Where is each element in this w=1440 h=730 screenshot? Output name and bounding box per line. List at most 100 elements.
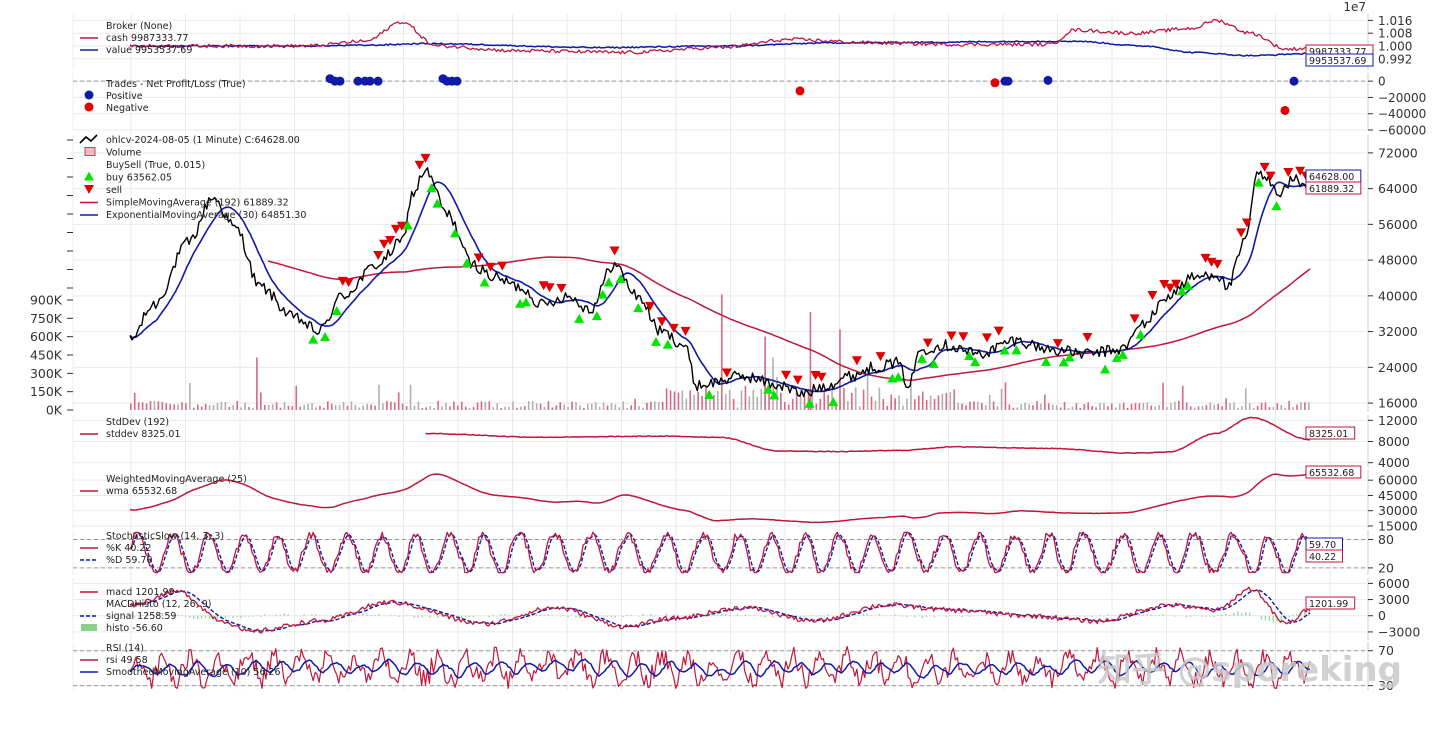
buy-marker <box>574 313 585 323</box>
positive-trade-marker <box>1043 75 1053 85</box>
buy-marker <box>1176 286 1187 296</box>
sell-marker <box>958 332 969 342</box>
volume-bar <box>809 312 812 410</box>
volume-bar <box>1260 402 1263 410</box>
volume-bar <box>650 401 652 410</box>
histo-bar <box>921 615 924 618</box>
volume-bar <box>921 391 924 410</box>
histo-bar <box>858 615 861 616</box>
histo-bar <box>208 615 211 619</box>
volume-bar <box>1181 385 1184 410</box>
stoch-value-box-text: 59.70 <box>1309 540 1336 551</box>
volume-bar <box>1166 406 1168 410</box>
histo-bar <box>1296 614 1298 616</box>
legend-swatch-negative <box>84 102 94 112</box>
volume-bar <box>141 402 144 410</box>
volume-bar <box>1138 403 1141 410</box>
histo-bar <box>914 615 916 618</box>
volume-bar <box>961 403 963 410</box>
volume-bar <box>256 357 258 410</box>
histo-bar <box>870 615 873 616</box>
sell-marker <box>656 317 667 327</box>
histo-bar <box>252 615 254 617</box>
sell-marker <box>379 239 390 249</box>
volume-bar <box>732 398 735 410</box>
volume-bar <box>425 407 428 410</box>
volume-bar <box>220 401 223 410</box>
sell-marker <box>414 160 425 170</box>
volume-bar <box>401 403 404 410</box>
trades-tick-label: −40000 <box>1378 107 1426 121</box>
volume-bar <box>559 402 562 410</box>
volume-bar <box>799 389 802 410</box>
rsi-line <box>129 645 1311 689</box>
trades-tick-label: −20000 <box>1378 91 1426 105</box>
histo-bar <box>882 615 884 616</box>
volume-bar <box>429 406 432 410</box>
histo-bar <box>457 615 459 618</box>
volume-bar <box>212 404 215 410</box>
histo-bar <box>520 614 522 616</box>
volume-bar <box>791 398 794 410</box>
histo-bar <box>713 614 715 616</box>
legend-swatch-black <box>79 134 98 144</box>
macd-tick-label: 3000 <box>1378 592 1410 607</box>
volume-bar <box>492 407 495 410</box>
histo-bar <box>1122 613 1125 616</box>
wma-value-box-text: 65532.68 <box>1309 468 1354 479</box>
volume-bar <box>992 401 995 410</box>
macd-legend-entry: MACDHisto (12, 26, 9) <box>106 599 211 610</box>
volume-bar <box>547 401 550 410</box>
volume-bar <box>326 401 329 410</box>
volume-bar <box>157 401 160 410</box>
histo-bar <box>878 614 880 616</box>
histo-bar <box>445 615 447 617</box>
histo-bar <box>153 615 156 616</box>
volume-bar <box>1237 407 1239 410</box>
buysell-markers <box>308 153 1312 408</box>
wma-value-box <box>1305 465 1362 479</box>
histo-bar <box>303 614 305 616</box>
macd-tick-label: 6000 <box>1378 576 1410 591</box>
histo-bar <box>784 615 786 617</box>
sell-marker <box>792 375 803 385</box>
volume-bar <box>1300 402 1302 410</box>
sell-marker <box>946 331 957 341</box>
histo-bar <box>311 614 313 616</box>
buy-marker <box>1011 345 1022 355</box>
volume-bar <box>1075 403 1078 410</box>
histo-bar <box>764 615 766 618</box>
sell-marker <box>1212 259 1223 269</box>
wma-legend: WeightedMovingAverage (25)wma 65532.68 <box>80 474 247 497</box>
volume-bar <box>319 405 321 410</box>
volume-bar <box>1083 403 1086 410</box>
histo-bar <box>890 614 892 616</box>
volume-bar <box>382 403 384 410</box>
histo-bar <box>315 614 317 616</box>
histo-bar <box>941 615 944 617</box>
volume-bar <box>1079 408 1082 410</box>
histo-bar <box>1241 613 1243 616</box>
volume-bar <box>1032 405 1034 410</box>
histo-bar <box>390 614 392 616</box>
histo-bar <box>1268 615 1271 621</box>
volume-tick-label: 600K <box>30 329 63 344</box>
histo-bar <box>622 615 624 617</box>
volume-bar <box>1158 405 1160 410</box>
volume-bar <box>563 404 565 410</box>
sell-marker <box>1259 162 1270 172</box>
volume-bar <box>933 398 936 410</box>
trades-legend-entry: Positive <box>106 91 143 102</box>
broker-tick-label: 1.016 <box>1378 14 1412 28</box>
histo-bar <box>1272 615 1274 623</box>
volume-bar <box>819 398 822 410</box>
histo-bar <box>1146 614 1148 616</box>
volume-bar <box>1213 404 1216 410</box>
price-legend-entry: ohlcv-2024-08-05 (1 Minute) C:64628.00 <box>106 135 300 146</box>
volume-bar <box>823 390 826 410</box>
macd-last-value-boxes: 1201.99 <box>1305 596 1356 610</box>
volume-bar <box>1087 402 1089 410</box>
volume-bar <box>914 399 916 410</box>
